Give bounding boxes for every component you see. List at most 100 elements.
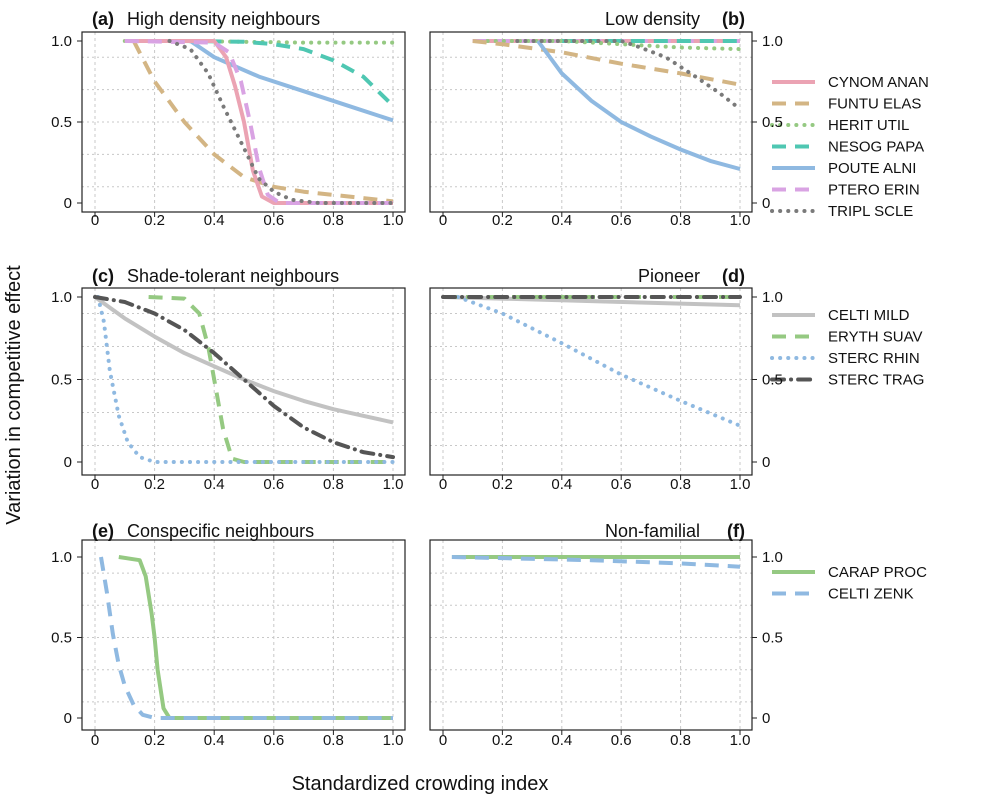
series-line-tripl-scle [167,39,395,205]
x-tick-label: 0.8 [323,212,344,229]
y-axis-label: Variation in competitive effect [3,265,25,525]
panel-title: High density neighbours [127,9,320,29]
y-tick-label: 1.0 [51,289,72,306]
y-tick-label: 0 [762,710,770,727]
y-tick-label: 0.5 [762,630,783,647]
y-tick-label: 0 [762,454,770,471]
series-line-celti-mild [93,295,394,425]
panel-tag: (c) [92,266,114,286]
series-line-eryth-suav [148,295,393,464]
x-tick-label: 0 [439,732,447,749]
x-tick-label: 0.4 [204,476,225,493]
x-tick-label: 0.8 [323,732,344,749]
panel-tag: (a) [92,9,114,29]
panel-title: Conspecific neighbours [127,521,314,541]
legend-label: TRIPL SCLE [828,203,913,220]
y-tick-label: 1.0 [762,33,783,50]
x-tick-label: 0.8 [323,476,344,493]
panel-tag: (e) [92,521,114,541]
series-line-sterc-rhin [96,295,395,464]
x-tick-label: 0.2 [492,476,513,493]
x-tick-label: 0.6 [611,732,632,749]
x-tick-label: 0.8 [670,212,691,229]
panel-title: Shade-tolerant neighbours [127,266,339,286]
legend-label: ERYTH SUAV [828,329,922,346]
y-tick-label: 0 [64,454,72,471]
y-tick-label: 1.0 [762,289,783,306]
x-tick-label: 1.0 [730,212,751,229]
x-tick-label: 0.4 [551,212,572,229]
panel-title: Pioneer [638,266,700,286]
x-tick-label: 0.4 [551,476,572,493]
x-tick-label: 0 [439,212,447,229]
series-line-tripl-scle [515,39,742,111]
x-axis-label: Standardized crowding index [292,773,549,795]
panel-tag: (d) [722,266,745,286]
x-tick-label: 0.4 [551,732,572,749]
y-tick-label: 1.0 [51,549,72,566]
x-tick-label: 0.2 [492,212,513,229]
legend-label: NESOG PAPA [828,139,924,156]
y-tick-label: 0.5 [51,630,72,647]
x-tick-label: 1.0 [383,212,404,229]
series-line-herit-util [485,39,742,52]
legend-label: STERC TRAG [828,372,924,389]
legend-label: POUTE ALNI [828,160,916,177]
plot-frame [429,539,753,731]
x-tick-label: 0.8 [670,732,691,749]
plot-frame [81,287,406,476]
series-line-ptero-erin [124,39,393,205]
series-line-nesog-papa [184,39,395,108]
panel-title: Low density [605,9,700,29]
y-tick-label: 0.5 [762,114,783,131]
series-line-cynom-anan [124,39,393,205]
x-tick-label: 0.6 [263,732,284,749]
x-tick-label: 1.0 [383,476,404,493]
x-tick-label: 0 [91,732,99,749]
legend-label: CELTI ZENK [828,586,914,603]
x-tick-label: 0.2 [144,476,165,493]
y-tick-label: 1.0 [762,549,783,566]
x-tick-label: 1.0 [383,732,404,749]
x-tick-label: 0.4 [204,212,225,229]
panel-a [77,31,406,217]
panel-tag: (f) [727,521,745,541]
x-tick-label: 0 [91,476,99,493]
x-tick-label: 0.6 [611,212,632,229]
y-tick-label: 0 [762,195,770,212]
x-tick-label: 0 [439,476,447,493]
x-tick-label: 0.2 [144,212,165,229]
x-tick-label: 0.6 [611,476,632,493]
y-tick-label: 1.0 [51,33,72,50]
y-tick-label: 0 [64,195,72,212]
legend-label: CARAP PROC [828,564,927,581]
y-tick-label: 0 [64,710,72,727]
x-tick-label: 0 [91,212,99,229]
plot-frame [81,539,406,731]
legend-label: HERIT UTIL [828,117,909,134]
legend-label: STERC RHIN [828,350,920,367]
panel-c [77,287,406,480]
panel-f [429,539,757,735]
series-line-sterc-rhin [455,295,742,428]
series-line-carap-proc [118,555,393,720]
series-line-celti-zenk [99,556,393,720]
x-tick-label: 0.2 [492,732,513,749]
x-tick-label: 0.2 [144,732,165,749]
x-tick-label: 1.0 [730,476,751,493]
legend-label: FUNTU ELAS [828,96,921,113]
series-line-celti-zenk [451,555,741,569]
x-tick-label: 0.4 [204,732,225,749]
legend-label: PTERO ERIN [828,182,920,199]
y-tick-label: 0.5 [51,114,72,131]
legend-label: CELTI MILD [828,307,910,324]
x-tick-label: 0.6 [263,212,284,229]
panel-b [429,31,757,217]
legend-label: CYNOM ANAN [828,74,929,91]
y-tick-label: 0.5 [762,372,783,389]
x-tick-label: 0.8 [670,476,691,493]
panel-tag: (b) [722,9,745,29]
series-line-poute-alni [189,39,394,123]
